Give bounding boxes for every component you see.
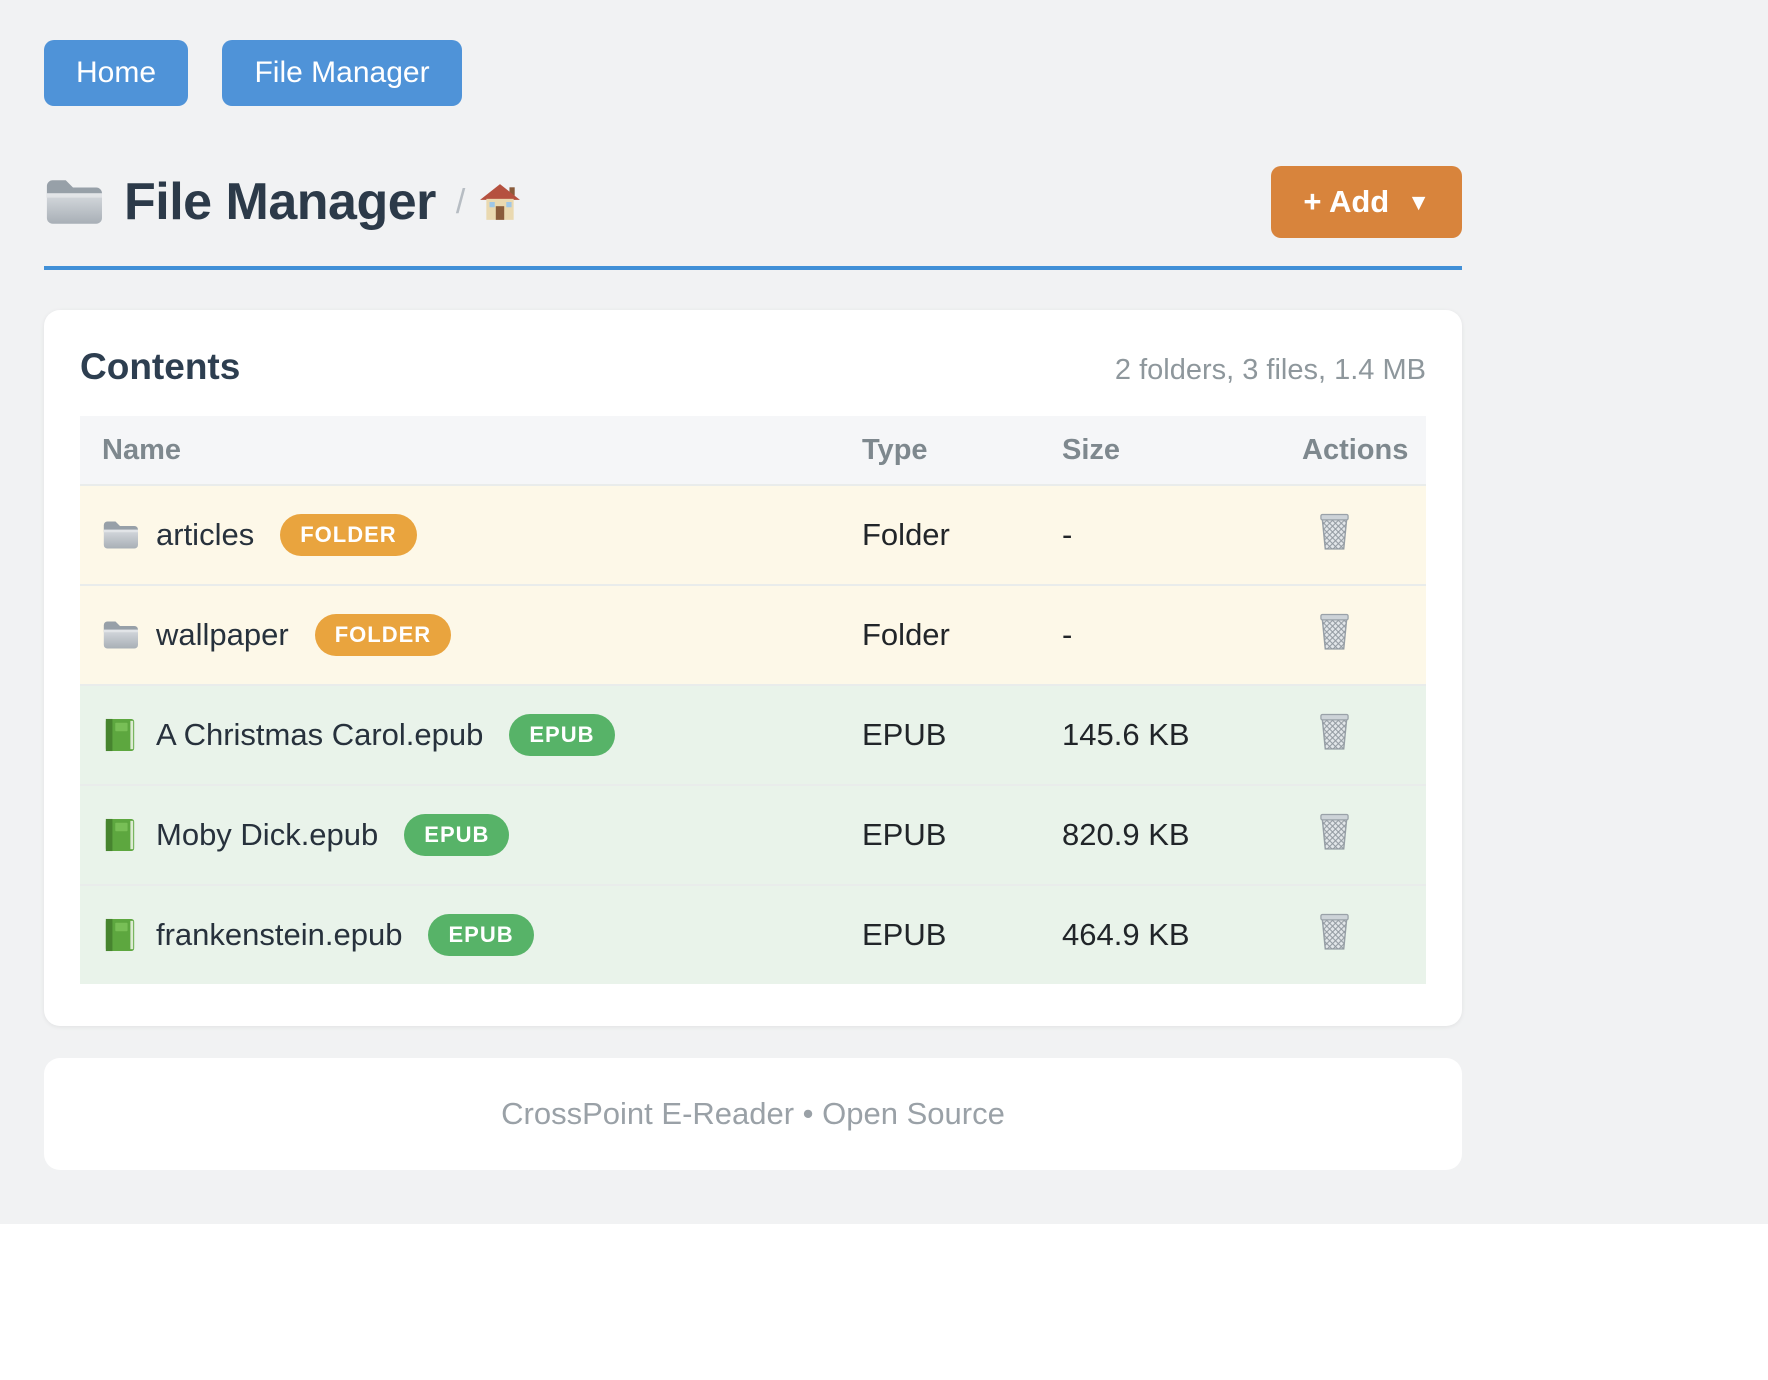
name-cell: articles FOLDER [80, 514, 840, 556]
folder-icon [44, 177, 102, 227]
title-wrap: File Manager / [44, 172, 521, 232]
trash-icon [1318, 511, 1351, 551]
delete-button[interactable] [1318, 511, 1351, 551]
size-cell: 145.6 KB [1062, 717, 1190, 752]
top-nav: Home File Manager [44, 40, 1462, 106]
contents-summary: 2 folders, 3 files, 1.4 MB [1114, 354, 1426, 386]
book-icon [102, 918, 138, 952]
size-cell: - [1062, 517, 1073, 552]
delete-button[interactable] [1318, 711, 1351, 751]
column-header-type: Type [862, 433, 928, 466]
book-icon [102, 718, 138, 752]
file-name-link[interactable]: Moby Dick.epub [156, 817, 379, 852]
trash-icon [1318, 811, 1351, 851]
trash-icon [1318, 711, 1351, 751]
type-badge: FOLDER [314, 614, 452, 656]
type-badge: EPUB [509, 714, 615, 756]
footer-text: CrossPoint E-Reader • Open Source [501, 1096, 1005, 1131]
file-name-link[interactable]: A Christmas Carol.epub [156, 717, 484, 752]
file-name-link[interactable]: articles [156, 517, 255, 552]
table-row: wallpaper FOLDER Folder - [80, 584, 1426, 684]
header-divider [44, 266, 1462, 270]
breadcrumb-separator: / [455, 182, 466, 221]
folder-icon [102, 618, 138, 652]
page-background: Home File Manager File Manager / [0, 0, 1768, 1224]
trash-icon [1318, 911, 1351, 951]
delete-button[interactable] [1318, 911, 1351, 951]
page-title-text: File Manager [124, 173, 436, 231]
footer: CrossPoint E-Reader • Open Source [44, 1058, 1462, 1170]
table-body: articles FOLDER Folder - wallpaper FOLDE… [80, 484, 1426, 984]
file-name-link[interactable]: wallpaper [156, 617, 289, 652]
trash-icon [1318, 611, 1351, 651]
add-button[interactable]: + Add ▼ [1271, 166, 1462, 238]
contents-title: Contents [80, 346, 241, 387]
type-cell: Folder [862, 517, 950, 552]
page-title: File Manager [44, 172, 436, 232]
type-badge: EPUB [404, 814, 510, 856]
actions-cell [1280, 911, 1426, 959]
table-row: A Christmas Carol.epub EPUB EPUB 145.6 K… [80, 684, 1426, 784]
table-row: articles FOLDER Folder - [80, 484, 1426, 584]
column-header-name: Name [102, 433, 181, 466]
name-cell: Moby Dick.epub EPUB [80, 814, 840, 856]
folder-icon [102, 518, 138, 552]
name-cell: A Christmas Carol.epub EPUB [80, 714, 840, 756]
file-name-link[interactable]: frankenstein.epub [156, 917, 403, 952]
main-container: Home File Manager File Manager / [44, 40, 1462, 1170]
delete-button[interactable] [1318, 811, 1351, 851]
type-cell: EPUB [862, 817, 947, 852]
actions-cell [1280, 711, 1426, 759]
name-cell: wallpaper FOLDER [80, 614, 840, 656]
type-cell: EPUB [862, 717, 947, 752]
delete-button[interactable] [1318, 611, 1351, 651]
size-cell: 464.9 KB [1062, 917, 1190, 952]
book-icon [102, 818, 138, 852]
contents-card-header: Contents 2 folders, 3 files, 1.4 MB [80, 346, 1426, 388]
type-cell: Folder [862, 617, 950, 652]
breadcrumb: / [456, 183, 521, 222]
actions-cell [1280, 511, 1426, 559]
table-row: frankenstein.epub EPUB EPUB 464.9 KB [80, 884, 1426, 984]
table-header-row: Name Type Size Actions [80, 416, 1426, 484]
contents-card: Contents 2 folders, 3 files, 1.4 MB Name… [44, 310, 1462, 1026]
file-table: Name Type Size Actions articles FOLDER F… [80, 416, 1426, 984]
home-button[interactable]: Home [44, 40, 189, 106]
type-cell: EPUB [862, 917, 947, 952]
caret-down-icon: ▼ [1407, 188, 1430, 215]
actions-cell [1280, 811, 1426, 859]
size-cell: - [1062, 617, 1073, 652]
type-badge: EPUB [428, 914, 534, 956]
page-header: File Manager / + Add ▼ [44, 166, 1462, 238]
file-manager-button[interactable]: File Manager [222, 40, 462, 106]
home-icon[interactable] [479, 183, 521, 221]
name-cell: frankenstein.epub EPUB [80, 914, 840, 956]
column-header-size: Size [1062, 433, 1121, 466]
type-badge: FOLDER [280, 514, 417, 556]
table-row: Moby Dick.epub EPUB EPUB 820.9 KB [80, 784, 1426, 884]
actions-cell [1280, 611, 1426, 659]
add-button-label: + Add [1303, 184, 1390, 219]
column-header-actions: Actions [1302, 433, 1409, 466]
size-cell: 820.9 KB [1062, 817, 1190, 852]
